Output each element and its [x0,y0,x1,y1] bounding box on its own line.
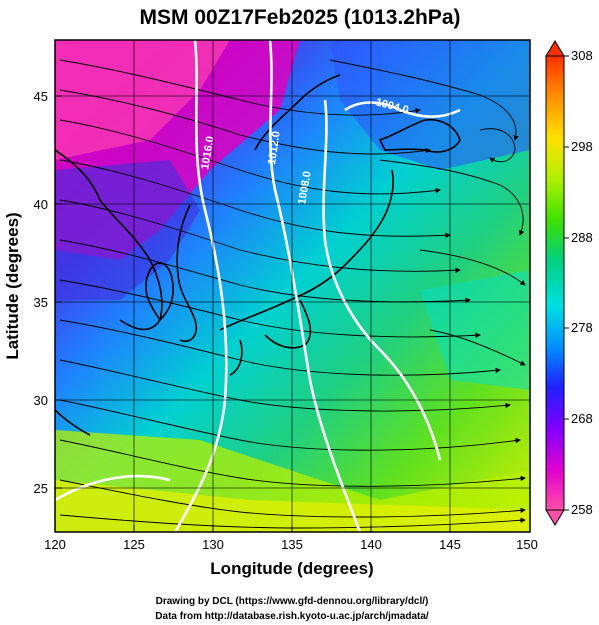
x-tick-label: 145 [439,537,461,552]
y-tick-label: 25 [34,481,48,496]
credit-data: Data from http://database.rish.kyoto-u.a… [155,611,429,622]
isobar-1016 [173,40,228,532]
y-tick-label: 30 [34,393,48,408]
cold-air-core [55,40,230,160]
y-axis: 25 30 35 40 45 Latitude (degrees) [3,89,62,496]
warm-southern-band [55,480,530,532]
colorbar-tick-label: 308 [571,48,593,63]
isobar-1004 [344,101,461,119]
credit-drawing: Drawing by DCL (https://www.gfd-dennou.o… [156,596,429,607]
lat-lon-grid [55,40,530,532]
x-tick-label: 150 [516,537,538,552]
y-axis-label: Latitude (degrees) [3,212,22,359]
colorbar-tick-label: 268 [571,411,593,426]
colorbar-tick-label: 298 [571,139,593,154]
x-tick-label: 130 [202,537,224,552]
colorbar-tick-label: 258 [571,502,593,517]
y-tick-label: 40 [34,197,48,212]
x-tick-label: 135 [281,537,303,552]
isobars [55,40,461,532]
y-tick-label: 45 [34,89,48,104]
northern-cold-region [330,40,530,170]
colorbar: 308 298 288 278 268 258 [545,40,593,526]
colorbar-tick-label: 278 [571,320,593,335]
y-tick-label: 35 [34,295,48,310]
isobar-label-1016: 1016.0 [199,135,217,170]
isobar-1012 [268,40,362,532]
x-tick-label: 120 [44,537,66,552]
isobar-1008 [322,99,442,461]
eastern-cyan-zone [420,270,530,390]
isobar-south [55,474,171,502]
wind-streamlines [59,59,526,529]
isobar-label-1012: 1012.0 [266,130,283,165]
x-tick-label: 140 [360,537,382,552]
colorbar-tick-label: 288 [571,230,593,245]
isobar-label-1008: 1008.0 [296,170,314,205]
colorbar-top-triangle [545,40,565,57]
colorbar-body [545,55,565,511]
x-tick-label: 125 [123,537,145,552]
x-axis-label: Longitude (degrees) [210,559,373,578]
map-panel: 1016.0 1012.0 1008.0 1004.0 [55,40,530,532]
x-axis: 120 125 130 135 140 145 150 Longitude (d… [44,525,538,578]
colorbar-bottom-triangle [545,509,565,526]
map-title: MSM 00Z17Feb2025 (1013.2hPa) [140,6,461,29]
